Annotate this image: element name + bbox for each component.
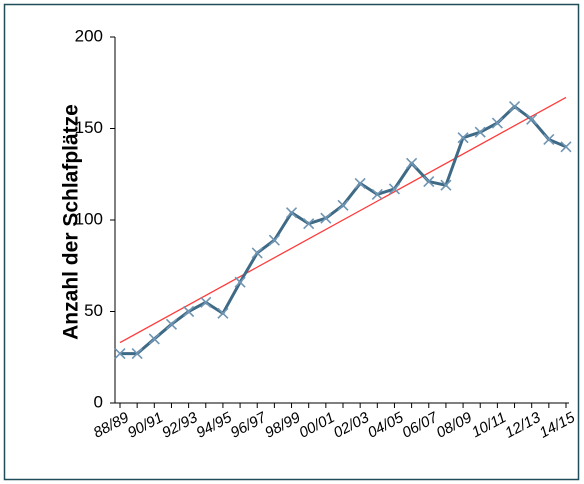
marker	[234, 276, 246, 288]
marker	[320, 212, 332, 224]
marker	[285, 207, 298, 219]
marker	[388, 183, 401, 195]
marker	[200, 296, 212, 308]
trend-line	[119, 96, 567, 344]
marker	[303, 218, 315, 230]
marker	[371, 188, 383, 200]
y-axis-label: Anzahl der Schlafplätze	[60, 104, 83, 340]
x-tick-label: 10/11	[469, 409, 509, 441]
marker	[165, 318, 178, 330]
marker	[406, 157, 418, 169]
y-tick-label: 50	[84, 301, 103, 320]
x-tick-label: 14/15	[537, 409, 579, 442]
marker	[217, 307, 229, 319]
marker	[526, 113, 538, 125]
marker	[474, 126, 486, 138]
marker	[114, 348, 126, 360]
marker	[423, 176, 435, 188]
marker	[183, 305, 195, 318]
marker	[508, 100, 521, 113]
marker	[131, 348, 143, 360]
marker	[560, 141, 572, 153]
marker	[440, 179, 452, 191]
frame	[3, 3, 580, 481]
y-tick-label: 100	[75, 209, 103, 228]
series-line	[120, 105, 567, 356]
y-tick-label: 0	[94, 392, 103, 411]
marker	[268, 234, 280, 246]
marker	[337, 199, 349, 211]
y-tick-label: 150	[75, 118, 103, 137]
marker	[148, 333, 160, 345]
marker	[457, 132, 469, 144]
marker	[354, 177, 366, 189]
marker	[251, 247, 263, 259]
marker	[543, 133, 555, 146]
marker	[491, 117, 503, 129]
y-tick-label: 200	[75, 26, 103, 45]
